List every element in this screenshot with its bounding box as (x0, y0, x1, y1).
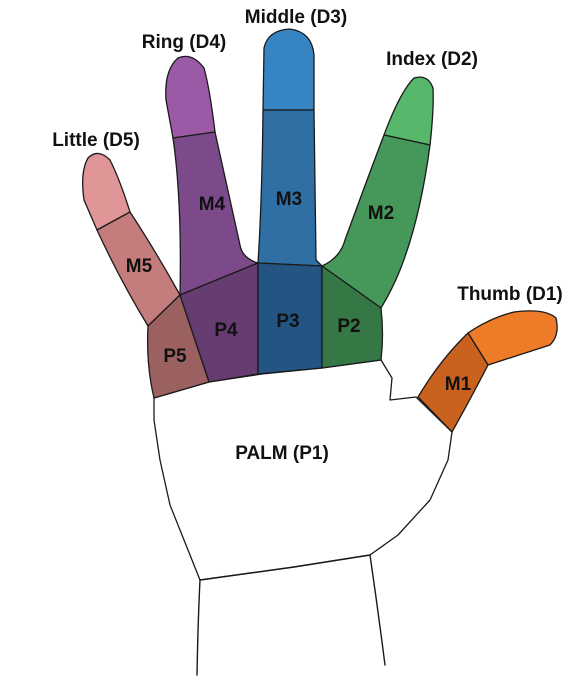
index-prox-region (321, 265, 384, 369)
label-p5: P5 (163, 346, 187, 367)
middle-mid-region (257, 109, 323, 267)
ring-tip-region (165, 55, 216, 139)
label-m4: M4 (199, 194, 226, 215)
label-m1: M1 (445, 374, 472, 395)
label-p4: P4 (214, 320, 238, 341)
wrist-crease (199, 554, 371, 581)
label-palm: PALM (P1) (235, 443, 329, 464)
middle-tip-region (262, 28, 315, 111)
label-m2: M2 (368, 203, 394, 224)
little-prox-region (146, 294, 210, 399)
label-p3: P3 (276, 311, 299, 332)
little-tip-region (82, 152, 131, 231)
label-thumb: Thumb (D1) (457, 284, 563, 305)
forearm-left-edge (196, 579, 201, 676)
thumb-tip-region (467, 310, 558, 366)
index-tip-region (383, 76, 434, 146)
label-p2: P2 (337, 316, 360, 337)
label-index-finger: Index (D2) (386, 49, 478, 70)
palm-region (153, 359, 453, 581)
label-m5: M5 (126, 256, 153, 277)
label-little-finger: Little (D5) (52, 130, 140, 151)
thumb-mid-region (417, 332, 489, 433)
ring-mid-region (172, 131, 259, 296)
label-m3: M3 (276, 189, 302, 210)
label-ring-finger: Ring (D4) (142, 32, 226, 53)
forearm-right-edge (369, 554, 386, 666)
label-middle-finger: Middle (D3) (245, 7, 347, 28)
